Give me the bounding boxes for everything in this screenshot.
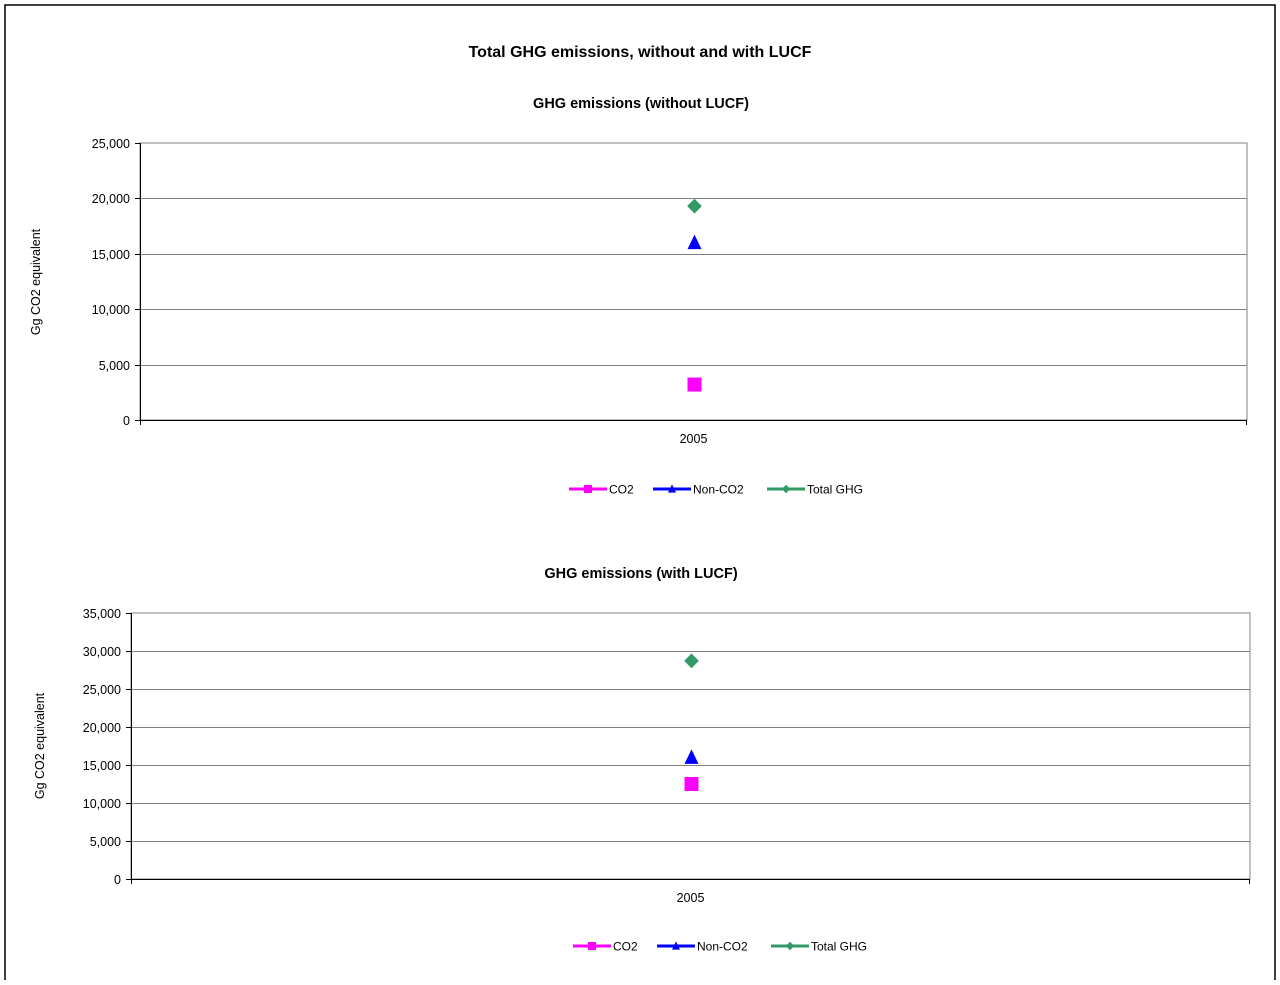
legend-label: Non-CO2: [693, 483, 744, 497]
y-tick-label: 5,000: [99, 359, 130, 373]
data-point-total-ghg: [687, 198, 702, 214]
y-tick-label: 15,000: [92, 248, 130, 262]
legend-label: Total GHG: [807, 483, 863, 497]
y-axis-label: Gg CO2 equivalent: [29, 228, 43, 335]
y-tick-label: 0: [114, 873, 121, 887]
x-tick-label: 2005: [680, 432, 708, 446]
plot-area: [139, 142, 1248, 421]
legend-marker: [668, 484, 676, 493]
y-tick-label: 25,000: [92, 137, 130, 151]
y-tick-label: 10,000: [92, 303, 130, 317]
x-tick-label: 2005: [677, 891, 705, 905]
chart-without-lucf: GHG emissions (without LUCF) Gg CO2 equi…: [29, 96, 1248, 497]
legend-label: CO2: [613, 940, 638, 954]
legend-marker: [781, 484, 791, 494]
data-point-co2: [684, 777, 699, 791]
data-point-total-ghg: [684, 653, 699, 669]
y-tick-label: 0: [123, 414, 130, 428]
legend-marker: [785, 941, 795, 951]
main-title: Total GHG emissions, without and with LU…: [469, 44, 812, 61]
y-tick-label: 25,000: [83, 683, 121, 697]
legend-marker: [584, 485, 592, 493]
data-point-non-co2: [687, 234, 702, 250]
chart-title: GHG emissions (without LUCF): [533, 96, 749, 112]
legend-label: CO2: [609, 483, 634, 497]
legend-marker: [672, 941, 680, 950]
y-tick-label: 20,000: [83, 721, 121, 735]
legend-marker: [588, 942, 596, 950]
legend: CO2 Non-CO2 Total GHG: [573, 940, 867, 954]
y-tick-label: 35,000: [83, 607, 121, 621]
y-tick-label: 5,000: [90, 835, 121, 849]
y-tick-label: 20,000: [92, 192, 130, 206]
data-point-non-co2: [684, 749, 699, 764]
plot-area: [130, 612, 1251, 880]
y-tick-label: 10,000: [83, 797, 121, 811]
chart-title: GHG emissions (with LUCF): [544, 566, 738, 582]
legend: CO2 Non-CO2 Total GHG: [569, 483, 863, 497]
y-tick-label: 30,000: [83, 645, 121, 659]
y-tick-label: 15,000: [83, 759, 121, 773]
chart-with-lucf: GHG emissions (with LUCF) Gg CO2 equival…: [33, 566, 1251, 954]
legend-label: Total GHG: [811, 940, 867, 954]
legend-label: Non-CO2: [697, 940, 748, 954]
y-axis-label: Gg CO2 equivalent: [33, 692, 47, 799]
data-point-co2: [687, 377, 702, 392]
